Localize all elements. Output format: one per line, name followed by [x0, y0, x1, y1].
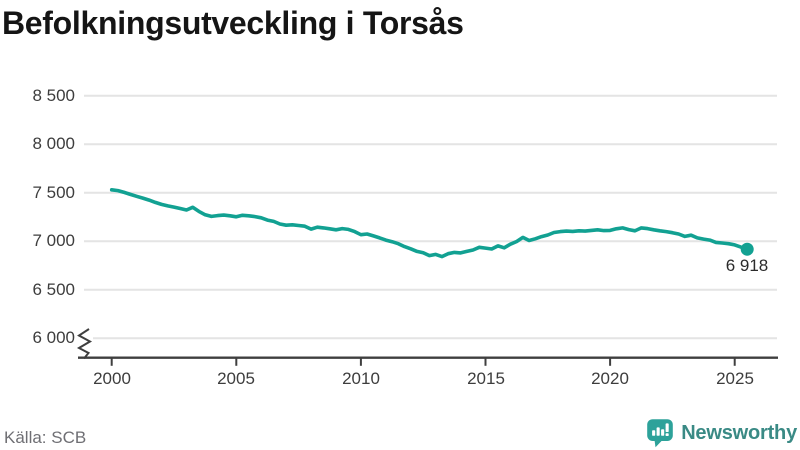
y-tick-label-8000: 8 000: [32, 134, 75, 153]
last-value-label: 6 918: [725, 256, 769, 275]
y-tick-label-6500: 6 500: [32, 280, 75, 299]
bar-1: [652, 430, 656, 436]
axis-break-zigzag: [76, 328, 93, 360]
source-note: Källa: SCB: [4, 428, 87, 447]
bar-chart-speech-bubble-icon: [647, 419, 673, 448]
bar-3: [661, 429, 665, 436]
x-tick-label-2015: 2015: [467, 369, 505, 388]
y-tick-label-7500: 7 500: [32, 183, 75, 202]
newsworthy-logo: Newsworthy: [646, 418, 797, 448]
end-point-marker: [740, 242, 754, 256]
x-tick-label-2020: 2020: [591, 369, 629, 388]
x-tick-label-2010: 2010: [342, 369, 380, 388]
x-tick-label-2025: 2025: [716, 369, 754, 388]
speech-bubble-shape: [647, 419, 673, 441]
speech-bubble-tail: [654, 440, 663, 448]
newsworthy-logo-text: Newsworthy: [681, 421, 797, 444]
y-tick-label-8500: 8 500: [32, 86, 75, 105]
y-tick-label-6000: 6 000: [32, 328, 75, 347]
y-tick-label-7000: 7 000: [32, 231, 75, 250]
population-line: [109, 188, 749, 259]
chart-title: Befolkningsutveckling i Torsås: [2, 5, 464, 41]
exclamation-dot: [665, 433, 669, 436]
x-tick-label-2000: 2000: [93, 369, 131, 388]
x-tick-label-2005: 2005: [217, 369, 255, 388]
bar-2: [656, 427, 660, 436]
exclamation-bar: [665, 423, 669, 432]
